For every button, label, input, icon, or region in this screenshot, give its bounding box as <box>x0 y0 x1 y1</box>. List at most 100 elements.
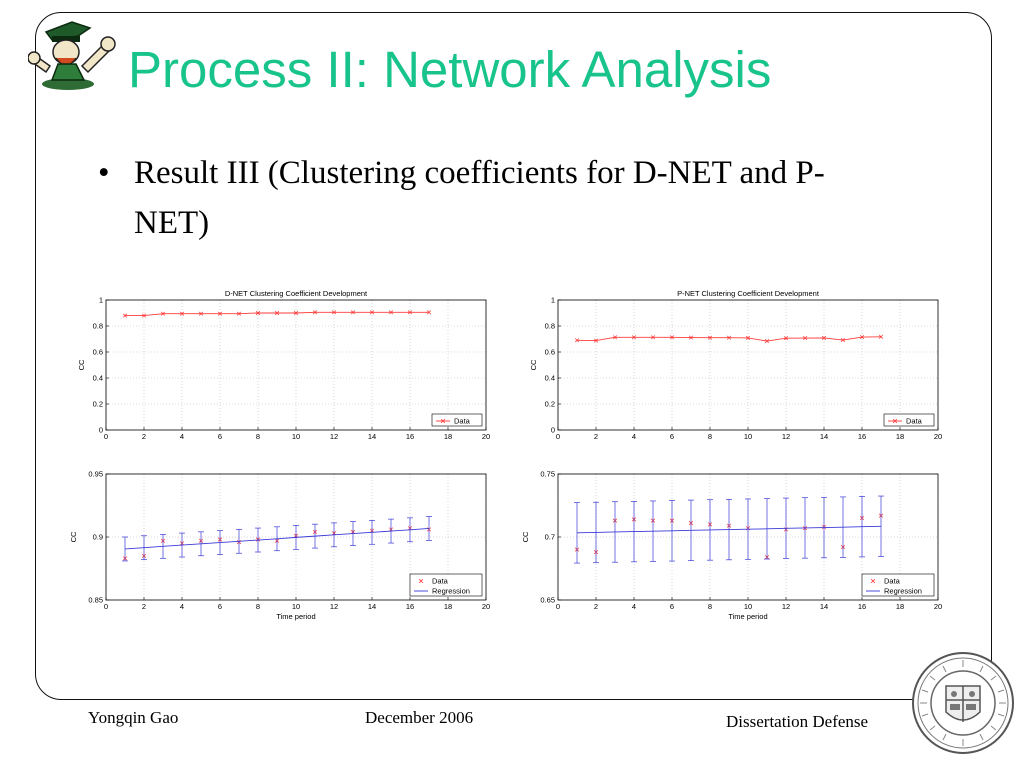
x-tick-label: 16 <box>858 602 866 611</box>
plot-area-frame <box>557 299 939 431</box>
data-point-marker <box>426 310 432 315</box>
legend-swatch-marker <box>440 418 446 424</box>
data-point-marker <box>688 335 694 340</box>
x-tick-label: 0 <box>104 432 108 441</box>
data-point-marker <box>312 310 318 315</box>
legend-swatch-marker <box>418 578 424 584</box>
data-point-marker <box>407 310 413 315</box>
data-point-marker <box>274 310 280 316</box>
data-point-marker <box>802 336 808 341</box>
x-tick-label: 12 <box>330 432 338 441</box>
bullet-text: Result III (Clustering coefficients for … <box>134 155 825 241</box>
y-axis-label: CC <box>69 531 78 542</box>
x-tick-label: 4 <box>632 432 636 441</box>
y-tick-label: 0.6 <box>545 348 555 357</box>
data-point-marker <box>593 338 599 343</box>
plot-area-frame <box>105 299 487 431</box>
y-tick-label: 0 <box>551 426 555 435</box>
x-tick-label: 10 <box>744 602 752 611</box>
data-point-marker <box>783 336 789 341</box>
x-tick-label: 8 <box>708 602 712 611</box>
x-tick-label: 10 <box>292 602 300 611</box>
x-tick-label: 6 <box>670 432 674 441</box>
y-tick-label: 0.7 <box>545 533 555 542</box>
y-tick-label: 0.9 <box>93 533 103 542</box>
y-axis-label: CC <box>77 359 86 370</box>
legend-label: Data <box>884 577 901 586</box>
x-tick-label: 10 <box>744 432 752 441</box>
x-tick-label: 2 <box>594 432 598 441</box>
footer-date: December 2006 <box>365 708 474 727</box>
y-tick-label: 0.4 <box>545 374 555 383</box>
data-point-marker <box>745 335 751 341</box>
data-point-marker <box>141 313 147 318</box>
university-seal-icon <box>912 652 1014 754</box>
footer-event: Dissertation Defense <box>726 712 869 731</box>
bullet-symbol: • <box>98 155 110 191</box>
legend-label: Data <box>906 417 923 426</box>
x-axis-label: Time period <box>276 612 315 621</box>
y-tick-label: 0.2 <box>545 400 555 409</box>
x-tick-label: 8 <box>256 602 260 611</box>
data-point-marker <box>669 335 675 340</box>
x-tick-label: 2 <box>142 602 146 611</box>
x-tick-label: 20 <box>934 432 942 441</box>
x-tick-label: 0 <box>556 432 560 441</box>
chart-title: D-NET Clustering Coefficient Development <box>225 289 368 298</box>
leprechaun-mascot-icon <box>28 21 116 90</box>
legend-box <box>409 573 483 597</box>
slide-title: Process II: Network Analysis <box>128 41 772 98</box>
y-tick-label: 0.4 <box>93 374 103 383</box>
x-tick-label: 18 <box>896 602 904 611</box>
y-axis-label: CC <box>521 531 530 542</box>
x-tick-label: 16 <box>858 432 866 441</box>
x-tick-label: 8 <box>708 432 712 441</box>
x-tick-label: 0 <box>104 602 108 611</box>
y-tick-label: 0 <box>99 426 103 435</box>
x-tick-label: 20 <box>482 432 490 441</box>
data-point-marker <box>859 334 865 340</box>
x-tick-label: 10 <box>292 432 300 441</box>
x-tick-label: 12 <box>782 432 790 441</box>
data-point-marker <box>179 311 185 316</box>
y-tick-label: 1 <box>99 296 103 305</box>
x-tick-label: 2 <box>142 432 146 441</box>
slide-frame <box>35 12 992 700</box>
footer-author: Yongqin Gao <box>88 708 179 727</box>
x-tick-label: 6 <box>670 602 674 611</box>
x-tick-label: 12 <box>782 602 790 611</box>
data-point-marker <box>821 335 827 341</box>
data-point-marker <box>236 311 242 316</box>
data-point-marker <box>631 335 637 340</box>
y-tick-label: 0.65 <box>540 596 555 605</box>
data-point-marker <box>650 335 656 340</box>
data-point-marker <box>612 335 618 340</box>
y-tick-label: 0.6 <box>93 348 103 357</box>
x-tick-label: 16 <box>406 602 414 611</box>
x-tick-label: 16 <box>406 432 414 441</box>
y-tick-label: 0.85 <box>88 596 103 605</box>
legend-label: Data <box>454 417 471 426</box>
legend-swatch-marker <box>870 578 876 584</box>
x-tick-label: 20 <box>482 602 490 611</box>
legend-swatch-marker <box>892 418 898 424</box>
data-point-marker <box>198 311 204 316</box>
x-tick-label: 14 <box>820 432 828 441</box>
data-point-marker <box>878 334 884 339</box>
y-tick-label: 0.8 <box>545 322 555 331</box>
x-tick-label: 2 <box>594 602 598 611</box>
x-tick-label: 12 <box>330 602 338 611</box>
x-tick-label: 4 <box>180 432 184 441</box>
x-tick-label: 4 <box>180 602 184 611</box>
pnet-cc-chart: 0 2 4 6 8 10 12 14 16 18 20 0 0.2 0.4 0.6 0.8 1 P-NET Clu… <box>529 289 942 441</box>
pnet-regression-chart: 0 2 4 6 8 10 12 14 16 18 20 0.65 0.7 0.75 Time period C… <box>521 470 942 622</box>
data-point-marker <box>369 310 375 315</box>
data-point-marker <box>388 310 394 315</box>
legend-box <box>861 573 935 597</box>
x-tick-label: 4 <box>632 602 636 611</box>
y-tick-label: 0.75 <box>540 470 555 479</box>
data-point-marker <box>350 310 356 315</box>
legend-label: Regression <box>432 587 470 596</box>
x-tick-label: 0 <box>556 602 560 611</box>
data-point-marker <box>122 313 128 318</box>
